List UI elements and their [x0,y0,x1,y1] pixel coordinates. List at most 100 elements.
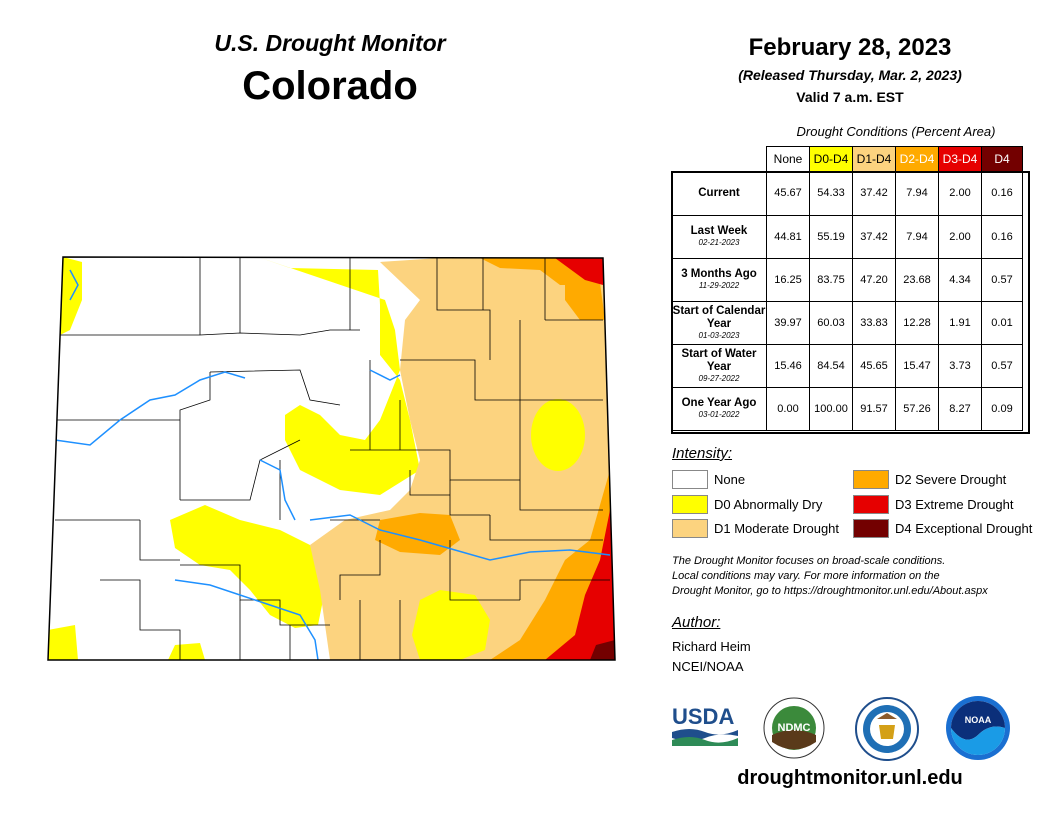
commerce-seal-icon [855,697,919,761]
table-cell: 83.75 [809,257,853,302]
rivers [54,269,611,660]
area-d0 [60,257,82,335]
legend-label: None [714,472,746,487]
area-d3 [555,258,603,285]
col-header-d3-d4: D3-D4 [938,146,982,172]
author-org: NCEI/NOAA [672,659,744,674]
col-header-d2-d4: D2-D4 [895,146,939,172]
author-title: Author: [672,614,721,631]
table-cell: 2.00 [938,214,982,259]
area-d0 [258,257,420,495]
usda-logo: USDA [672,704,738,746]
area-d2 [565,283,605,320]
table-cell: 12.28 [895,300,939,345]
legend-swatch [853,470,889,489]
legend-swatch [853,519,889,538]
legend-swatch [672,519,708,538]
table-cell: 7.94 [895,214,939,259]
author-name: Richard Heim [672,639,751,654]
noaa-logo: NOAA [946,696,1010,760]
table-cell: 37.42 [852,171,896,216]
area-d0 [168,643,205,660]
colorado-drought-map [47,256,616,661]
row-label: 3 Months Ago [681,268,757,280]
table-cell: 23.68 [895,257,939,302]
table-cell: 15.46 [766,343,810,388]
map-subtitle: U.S. Drought Monitor [214,30,446,56]
table-row: 3 Months Ago 11-29-2022 16.25 83.75 47.20… [671,257,1023,302]
col-header-d1-d4: D1-D4 [852,146,896,172]
row-label: Start of Water Year [681,347,757,373]
area-d2 [375,513,460,555]
row-date: 09-27-2022 [698,373,740,383]
area-d4 [590,640,615,660]
row-date: 02-21-2023 [698,238,740,247]
ndmc-logo: NDMC [763,697,825,759]
legend-swatch [672,495,708,514]
legend-item-d2: D2 Severe Drought [853,470,1006,489]
table-cell: 39.97 [766,300,810,345]
table-cell: 45.65 [852,343,896,388]
legend-item-d1: D1 Moderate Drought [672,519,839,538]
legend-label: D0 Abnormally Dry [714,497,823,512]
legend-swatch [672,470,708,489]
area-d0 [412,590,490,660]
table-cell: 57.26 [895,386,939,431]
table-cell: 16.25 [766,257,810,302]
table-row: One Year Ago 03-01-2022 0.00 100.00 91.57… [671,386,1023,431]
row-label: One Year Ago [681,397,757,409]
table-cell: 7.94 [895,171,939,216]
table-cell: 0.00 [766,386,810,431]
author-block: Richard Heim NCEI/NOAA [672,637,751,677]
note-line: Local conditions may vary. For more info… [672,570,940,582]
note-line: Drought Monitor, go to https://droughtmo… [672,585,988,597]
table-cell: 0.16 [981,171,1023,216]
row-date: 03-01-2022 [698,410,740,419]
table-cell: 91.57 [852,386,896,431]
row-date: 11-29-2022 [698,281,740,290]
release-date: (Released Thursday, Mar. 2, 2023) [738,67,962,83]
table-cell: 1.91 [938,300,982,345]
table-cell: 15.47 [895,343,939,388]
table-cell: 0.57 [981,257,1023,302]
area-d3 [545,510,615,660]
table-cell: 55.19 [809,214,853,259]
map-title: Colorado [242,64,418,108]
table-cell: 0.57 [981,343,1023,388]
table-row: Start of Water Year 09-27-2022 15.46 84.5… [671,343,1023,388]
table-cell: 3.73 [938,343,982,388]
row-label: Start of Calendar Year [672,304,766,330]
table-cell: 44.81 [766,214,810,259]
table-cell: 0.01 [981,300,1023,345]
ndmc-logo-text: NDMC [778,722,811,734]
table-cell: 0.16 [981,214,1023,259]
table-row: Last Week 02-21-2023 44.81 55.19 37.42 7.… [671,214,1023,259]
usda-logo-text: USDA [672,704,734,729]
table-cell: 33.83 [852,300,896,345]
legend-item-d4: D4 Exceptional Drought [853,519,1032,538]
table-cell: 8.27 [938,386,982,431]
table-cell: 45.67 [766,171,810,216]
drought-conditions-table: None D0-D4 D1-D4 D2-D4 D3-D4 D4 Current … [671,146,1023,431]
legend-label: D3 Extreme Drought [895,497,1014,512]
table-row: Current 45.67 54.33 37.42 7.94 2.00 0.16 [671,171,1023,216]
website-link[interactable]: droughtmonitor.unl.edu [737,767,963,789]
area-d0 [170,505,325,628]
note-line: The Drought Monitor focuses on broad-sca… [672,555,946,567]
table-cell: 100.00 [809,386,853,431]
drought-monitor-note: The Drought Monitor focuses on broad-sca… [672,554,1052,599]
legend-label: D2 Severe Drought [895,472,1007,487]
table-cell: 84.54 [809,343,853,388]
table-caption: Drought Conditions (Percent Area) [796,124,996,139]
table-cell: 60.03 [809,300,853,345]
table-row: Start of Calendar Year 01-03-2023 39.97 6… [671,300,1023,345]
row-date: 01-03-2023 [698,330,740,340]
table-cell: 4.34 [938,257,982,302]
legend-label: D1 Moderate Drought [714,521,840,536]
row-label: Last Week [690,225,748,237]
col-header-d0-d4: D0-D4 [809,146,853,172]
noaa-logo-text: NOAA [965,715,992,725]
table-cell: 54.33 [809,171,853,216]
table-cell: 37.42 [852,214,896,259]
area-d0 [531,399,585,471]
